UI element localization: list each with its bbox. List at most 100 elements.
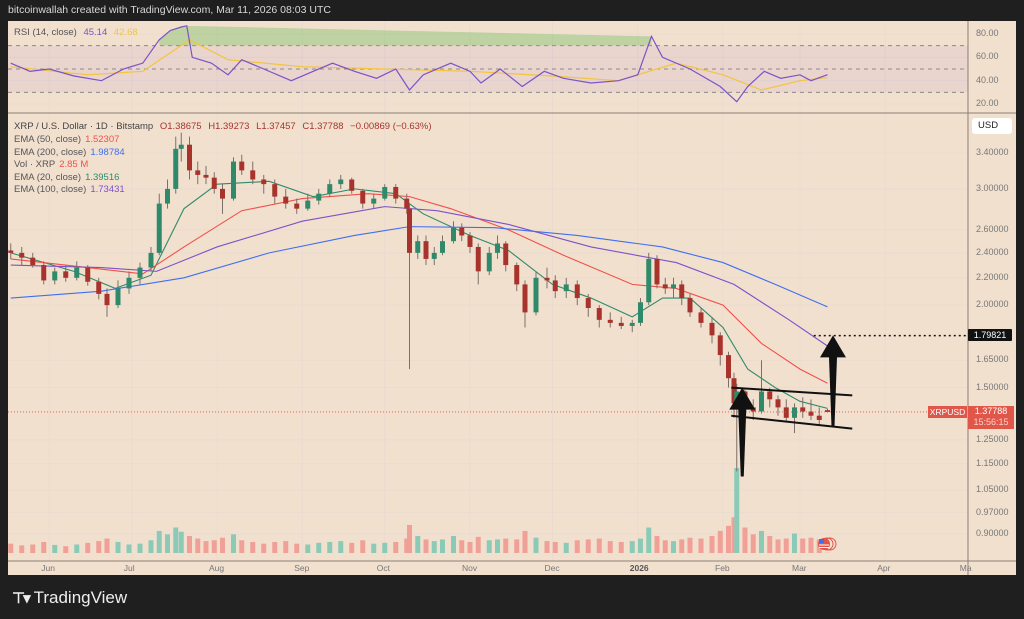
candle-body bbox=[459, 227, 465, 236]
target-price-label: 1.79821 bbox=[968, 329, 1012, 341]
indicator-legend-row[interactable]: EMA (200, close) 1.98784 bbox=[14, 147, 129, 158]
price-tick-label: 1.15000 bbox=[976, 457, 1009, 468]
ohlc-low: L1.37457 bbox=[256, 121, 296, 132]
volume-bar bbox=[178, 531, 184, 553]
candle-body bbox=[239, 161, 245, 171]
candle bbox=[203, 165, 209, 185]
candle-body bbox=[522, 284, 528, 313]
candle-body bbox=[486, 252, 492, 272]
candle-body bbox=[792, 407, 797, 418]
volume-bar bbox=[423, 539, 429, 553]
ema-line bbox=[10, 226, 828, 308]
indicator-legend-row[interactable]: EMA (100, close) 1.73431 bbox=[14, 184, 129, 195]
candle bbox=[41, 261, 47, 285]
candle-body bbox=[382, 186, 388, 199]
volume-bar bbox=[467, 541, 473, 553]
volume-bar bbox=[211, 540, 217, 553]
price-tick-label: 2.60000 bbox=[976, 223, 1009, 234]
candle bbox=[85, 265, 91, 286]
volume-bar bbox=[767, 536, 773, 553]
candle bbox=[338, 174, 344, 189]
time-tick-label: Dec bbox=[544, 563, 560, 573]
candle-body bbox=[563, 284, 569, 292]
candle bbox=[662, 277, 668, 294]
candle-body bbox=[85, 267, 91, 282]
last-price: 1.37788 bbox=[974, 406, 1008, 416]
rsi-tick-label: 60.00 bbox=[976, 51, 999, 62]
channel-line bbox=[731, 414, 853, 430]
volume-bar bbox=[563, 542, 569, 553]
candle-body bbox=[52, 271, 58, 281]
volume-bar bbox=[250, 541, 256, 553]
price-tick-label: 0.97000 bbox=[976, 506, 1009, 517]
flag-icon[interactable] bbox=[818, 537, 837, 551]
candle bbox=[522, 280, 528, 328]
volume-bar bbox=[618, 541, 624, 553]
rsi-pane bbox=[8, 25, 968, 103]
rsi-legend[interactable]: RSI (14, close) 45.14 42.68 bbox=[14, 27, 142, 38]
candle-body bbox=[783, 407, 789, 418]
time-tick-label: Feb bbox=[715, 563, 730, 573]
candle-body bbox=[178, 144, 184, 149]
ema-line bbox=[10, 206, 828, 347]
candle bbox=[63, 265, 69, 282]
candle bbox=[687, 293, 693, 317]
tradingview-logo[interactable]: ⊤▾ TradingView bbox=[12, 588, 127, 608]
volume-bar bbox=[709, 536, 715, 553]
volume-bar bbox=[544, 541, 550, 553]
candle bbox=[220, 184, 225, 214]
attribution-text: bitcoinwallah created with TradingView.c… bbox=[8, 4, 331, 16]
candle-body bbox=[115, 288, 121, 306]
candle-body bbox=[816, 415, 822, 420]
candle bbox=[239, 154, 245, 175]
symbol-name: XRP / U.S. Dollar · 1D · Bitstamp bbox=[14, 121, 154, 132]
tradingview-logo-icon: ⊤▾ bbox=[12, 590, 31, 607]
candle bbox=[759, 360, 764, 414]
candle-body bbox=[759, 391, 764, 412]
candle bbox=[349, 177, 355, 194]
candle-body bbox=[671, 284, 676, 289]
candle-body bbox=[349, 179, 355, 191]
candle bbox=[178, 132, 184, 162]
candle-body bbox=[187, 144, 192, 171]
ohlc-open: O1.38675 bbox=[159, 121, 202, 132]
price-tick-label: 1.05000 bbox=[976, 483, 1009, 494]
volume-bar bbox=[459, 540, 465, 553]
price-tick-label: 1.50000 bbox=[976, 381, 1009, 392]
volume-bar bbox=[382, 542, 388, 553]
indicator-label: EMA (200, close) bbox=[14, 146, 87, 158]
symbol-legend[interactable]: XRP / U.S. Dollar · 1D · Bitstamp O1.386… bbox=[14, 121, 436, 132]
indicator-legend-row[interactable]: EMA (20, close) 1.39516 bbox=[14, 172, 123, 183]
candle-body bbox=[514, 265, 520, 285]
candle bbox=[231, 157, 236, 201]
candle bbox=[440, 235, 445, 256]
candle bbox=[783, 399, 789, 423]
currency-button[interactable]: USD bbox=[972, 118, 1012, 134]
candle bbox=[709, 316, 715, 344]
volume-bar bbox=[783, 538, 789, 553]
candle bbox=[514, 262, 520, 292]
indicator-legend-row[interactable]: Vol · XRP 2.85 M bbox=[14, 159, 92, 170]
candle bbox=[360, 188, 366, 209]
candle bbox=[104, 288, 110, 317]
volume-bar bbox=[800, 538, 806, 553]
candle-body bbox=[687, 298, 693, 313]
volume-bar bbox=[533, 537, 539, 553]
candle bbox=[451, 221, 456, 244]
candle bbox=[283, 188, 289, 209]
volume-bar bbox=[173, 527, 179, 553]
ohlc-change: −0.00869 (−0.63%) bbox=[350, 121, 432, 132]
drawings bbox=[8, 334, 968, 477]
candle bbox=[495, 235, 500, 259]
indicator-legend-row[interactable]: EMA (50, close) 1.52307 bbox=[14, 134, 123, 145]
candle bbox=[544, 267, 550, 289]
volume-bar bbox=[662, 540, 668, 553]
candle-body bbox=[654, 258, 660, 285]
candle bbox=[679, 280, 685, 306]
candle-body bbox=[371, 198, 377, 204]
candle-body bbox=[717, 335, 723, 356]
candle-body bbox=[305, 200, 311, 209]
candle bbox=[294, 198, 300, 214]
volume-bar bbox=[734, 468, 740, 553]
